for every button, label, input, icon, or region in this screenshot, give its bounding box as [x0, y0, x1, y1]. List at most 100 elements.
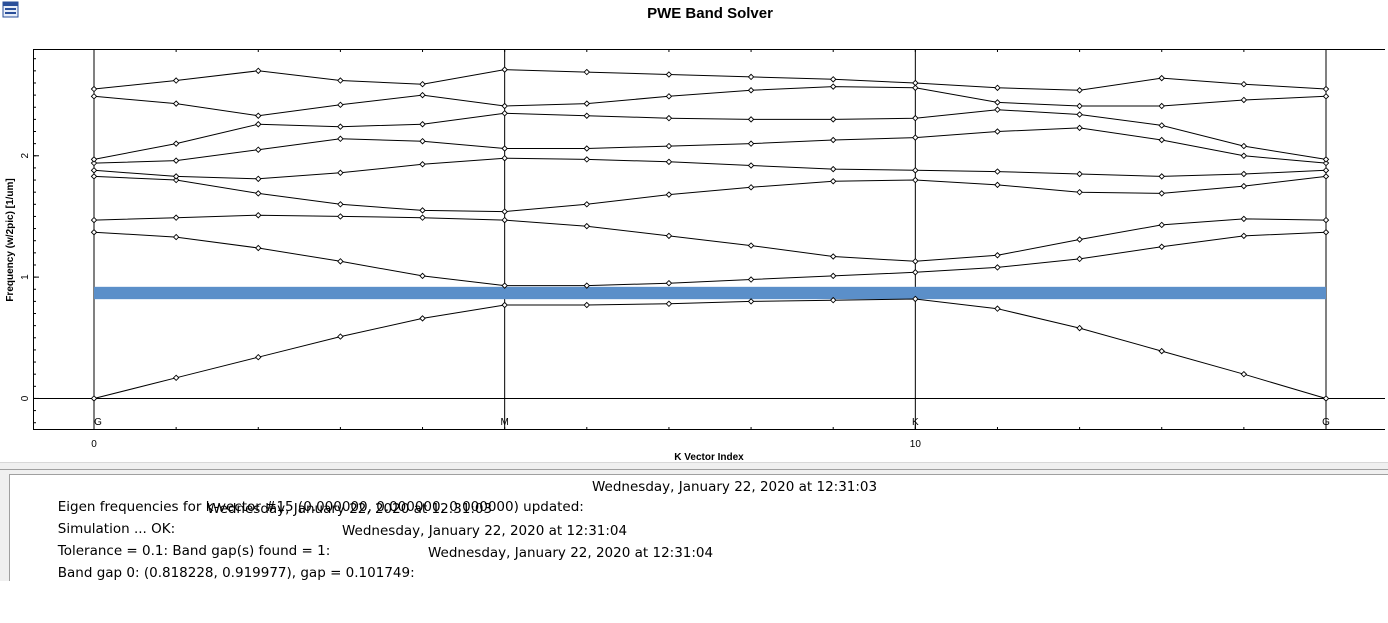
band-point: [1076, 188, 1083, 196]
band-point: [337, 77, 344, 84]
band-point: [90, 156, 98, 163]
panel-splitter[interactable]: [0, 462, 1388, 470]
band-point: [1322, 93, 1330, 100]
band-point: [419, 272, 426, 280]
band-line: [93, 231, 1327, 287]
band-point: [665, 93, 673, 100]
band-point: [1322, 228, 1330, 236]
band-point: [255, 353, 262, 361]
band-point: [1240, 215, 1248, 223]
band-point: [172, 233, 180, 241]
band-point: [501, 154, 508, 162]
band-point: [583, 301, 591, 309]
band-point: [1240, 152, 1248, 160]
band-point: [1322, 395, 1330, 402]
band-point: [1076, 102, 1083, 110]
band-point: [419, 161, 426, 168]
band-point: [912, 258, 919, 265]
band-line: [93, 214, 1327, 262]
band-point: [337, 135, 344, 143]
band-point: [912, 295, 919, 303]
band-point: [419, 80, 426, 88]
band-point: [665, 142, 673, 150]
band-point: [747, 116, 755, 123]
log-line: Simulation ... OK: Wednesday, January 22…: [32, 499, 492, 537]
band-point: [747, 140, 755, 147]
band-point: [1158, 243, 1165, 251]
band-point: [747, 73, 755, 81]
band-point: [583, 222, 591, 230]
band-point: [1158, 347, 1165, 355]
band-point: [912, 84, 919, 92]
band-point: [90, 167, 98, 174]
band-point: [994, 305, 1001, 312]
band-point: [994, 181, 1001, 189]
band-point: [1076, 124, 1083, 132]
grid-layer: [33, 49, 1385, 430]
band-point: [994, 252, 1001, 259]
band-point: [501, 208, 508, 215]
band-point: [90, 216, 98, 224]
band-point: [337, 201, 344, 208]
band-point: [747, 298, 755, 305]
log-timestamp: Wednesday, January 22, 2020 at 12:31:03: [592, 479, 878, 495]
band-point: [583, 156, 591, 163]
band-point: [994, 264, 1001, 271]
band-point: [172, 100, 180, 107]
band-point: [1076, 87, 1083, 94]
log-message: Tolerance = 0.1: Band gap(s) found = 1:: [57, 543, 331, 559]
band-point: [747, 162, 755, 169]
band-point: [912, 167, 919, 174]
log-message: Eigen frequencies for k-vector #15 (0.00…: [57, 499, 584, 515]
window-icon[interactable]: [2, 1, 19, 18]
band-point: [747, 276, 755, 283]
y-tick-label: 1: [20, 274, 31, 280]
log-panel: Eigen frequencies for k-vector #15 (0.00…: [0, 470, 1388, 581]
band-point: [994, 106, 1001, 113]
band-point: [1158, 74, 1165, 82]
band-point: [1076, 236, 1083, 243]
band-point: [1240, 80, 1248, 88]
band-point: [419, 137, 426, 145]
x-tick-label: 0: [91, 439, 97, 450]
band-point: [665, 191, 673, 198]
band-point: [1322, 216, 1330, 224]
plot-frame: [33, 49, 1385, 430]
band-point: [255, 67, 262, 75]
band-point: [255, 244, 262, 252]
band-point: [994, 168, 1001, 175]
band-line: [93, 109, 1327, 160]
band-point: [501, 301, 508, 309]
band-point: [912, 114, 919, 122]
band-point: [583, 145, 591, 152]
k-point-label: K: [912, 417, 919, 428]
band-point: [90, 85, 98, 93]
band-gap-layer: [94, 286, 1326, 300]
k-point-label: G: [94, 417, 102, 428]
band-point: [994, 99, 1001, 106]
log-message: Simulation ... OK:: [57, 521, 176, 537]
tick-layer: G M K G 0 1 2 0 10: [20, 49, 1330, 450]
band-diagram-chart[interactable]: G M K G 0 1 2 0 10 Frequency (w/2pic) [1/um] K V…: [0, 0, 1388, 462]
band-point: [665, 114, 673, 122]
band-point: [255, 120, 262, 128]
band-point: [747, 87, 755, 94]
band-point: [172, 173, 180, 180]
band-point: [665, 279, 673, 287]
band-line: [93, 127, 1327, 164]
log-line: Tolerance = 0.1: Band gap(s) found = 1: …: [32, 521, 627, 559]
band-point: [172, 214, 180, 221]
band-point: [829, 253, 837, 260]
band-point: [90, 159, 98, 167]
band-point: [501, 216, 508, 224]
band-point: [912, 79, 919, 87]
band-point: [255, 175, 262, 183]
band-point: [255, 190, 262, 197]
log-timestamp: Wednesday, January 22, 2020 at 12:31:04: [428, 545, 714, 561]
band-point: [1240, 170, 1248, 178]
band-point: [829, 272, 837, 280]
band-point: [172, 140, 180, 147]
band-line: [93, 298, 1327, 399]
log-output[interactable]: Eigen frequencies for k-vector #15 (0.00…: [9, 474, 1388, 581]
band-point: [583, 68, 591, 76]
